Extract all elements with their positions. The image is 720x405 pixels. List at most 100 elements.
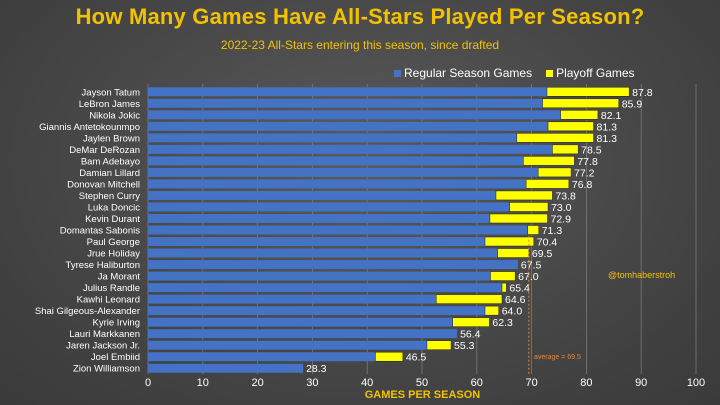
y-tick-label: Paul George <box>87 237 140 248</box>
data-label: 71.3 <box>542 225 563 237</box>
data-label: 28.3 <box>306 363 327 375</box>
y-tick-label: Stephen Curry <box>79 191 141 202</box>
y-tick-label: Shai Gilgeous-Alexander <box>35 306 140 317</box>
bar-playoff <box>490 271 516 281</box>
bar-regular <box>148 225 528 235</box>
y-tick-label: Zion Williamson <box>73 364 140 375</box>
bar-playoff <box>375 351 404 362</box>
bar-regular <box>148 202 510 212</box>
x-tick-label: 40 <box>361 377 373 389</box>
data-label: 65.4 <box>509 283 530 295</box>
bar-playoff <box>452 317 490 327</box>
data-label: 69.5 <box>532 248 553 260</box>
x-tick-label: 0 <box>145 377 151 389</box>
bar-regular <box>148 121 549 131</box>
legend-regular: Regular Season Games <box>394 66 532 80</box>
y-tick-label: Jayson Tatum <box>82 87 141 98</box>
bar-regular <box>148 167 539 177</box>
data-label: 72.9 <box>550 213 571 225</box>
bar-regular <box>148 144 553 154</box>
bar-regular <box>148 179 527 189</box>
bar-regular <box>148 190 496 200</box>
y-tick-label: Kawhi Leonard <box>77 295 140 306</box>
bar-playoff <box>525 179 570 189</box>
data-label: 64.0 <box>502 306 523 318</box>
bar-playoff <box>484 236 535 247</box>
bar-regular <box>148 133 517 143</box>
bar-regular <box>148 352 376 362</box>
legend-regular-swatch <box>394 69 401 77</box>
bar-playoff <box>435 294 503 304</box>
data-label: 73.0 <box>551 202 572 214</box>
bar-regular <box>148 110 561 120</box>
bar-playoff <box>426 340 452 350</box>
bar-regular <box>148 317 453 327</box>
legend: Regular Season Games Playoff Games <box>394 66 649 80</box>
y-tick-label: Nikola Jokic <box>89 110 140 121</box>
x-tick-label: 50 <box>416 377 428 389</box>
y-tick-label: Lauri Markkanen <box>69 329 140 340</box>
data-label: 77.2 <box>574 167 595 179</box>
y-tick-label: Giannis Antetokounmpo <box>39 122 140 133</box>
data-label: 85.9 <box>622 98 643 110</box>
bar-regular <box>148 213 490 223</box>
data-label: 76.8 <box>572 179 593 191</box>
y-tick-label: Julius Randle <box>83 283 140 294</box>
bar-playoff <box>509 202 549 212</box>
y-tick-label: Luka Doncic <box>88 202 141 213</box>
bar-regular <box>148 271 491 281</box>
bar-playoff <box>495 190 553 201</box>
y-tick-label: Kevin Durant <box>85 214 140 225</box>
bar-playoff <box>489 213 548 224</box>
y-tick-label: Ja Morant <box>98 272 141 283</box>
bar-regular <box>148 363 304 373</box>
bar-playoff <box>484 305 499 316</box>
x-axis-label: GAMES PER SEASON <box>364 389 481 401</box>
data-label: 46.5 <box>406 352 427 364</box>
bar-playoff <box>537 167 572 178</box>
data-label: 82.1 <box>601 110 622 122</box>
bar-playoff <box>546 87 630 97</box>
y-tick-label: LeBron James <box>79 99 141 110</box>
bar-regular <box>148 260 518 270</box>
x-tick-label: 100 <box>687 377 705 389</box>
bar-regular <box>148 306 486 316</box>
data-label: 81.3 <box>597 133 618 145</box>
bar-regular <box>148 340 427 350</box>
bar-playoff <box>560 110 599 120</box>
x-tick-label: 90 <box>635 377 647 389</box>
bar-regular <box>148 98 543 108</box>
bar-regular <box>148 329 458 339</box>
bar-regular <box>148 283 503 293</box>
y-tick-label: Domantas Sabonis <box>60 226 141 237</box>
y-tick-label: Kyrie Irving <box>92 318 140 329</box>
y-tick-label: Joel Embiid <box>91 352 140 363</box>
data-label: 67.5 <box>521 260 542 272</box>
legend-playoff-label: Playoff Games <box>556 66 635 80</box>
y-tick-label: Damian Lillard <box>79 168 140 179</box>
bar-playoff <box>501 282 507 293</box>
y-tick-label: Tyrese Haliburton <box>66 260 140 271</box>
average-label: average = 69.5 <box>534 354 581 361</box>
bar-regular <box>148 87 547 97</box>
bar-playoff <box>516 133 594 143</box>
bar-playoff <box>523 156 575 166</box>
data-label: 81.3 <box>597 121 618 133</box>
data-label: 87.8 <box>632 87 653 99</box>
chart-title: How Many Games Have All-Stars Played Per… <box>75 4 645 29</box>
bar-playoff <box>552 144 579 155</box>
y-tick-label: Donovan Mitchell <box>67 179 140 190</box>
x-tick-label: 80 <box>580 377 592 389</box>
bar-regular <box>148 237 486 247</box>
legend-regular-label: Regular Season Games <box>404 66 533 80</box>
x-tick-label: 70 <box>525 377 537 389</box>
data-label: 78.5 <box>581 144 602 156</box>
bar-playoff <box>527 225 539 235</box>
legend-playoff-swatch <box>546 69 554 77</box>
bar-regular <box>148 156 524 166</box>
bar-regular <box>148 248 498 258</box>
bar-playoff <box>497 248 530 258</box>
y-tick-label: Bam Adebayo <box>81 156 140 167</box>
y-tick-label: Jaren Jackson Jr. <box>66 341 140 352</box>
